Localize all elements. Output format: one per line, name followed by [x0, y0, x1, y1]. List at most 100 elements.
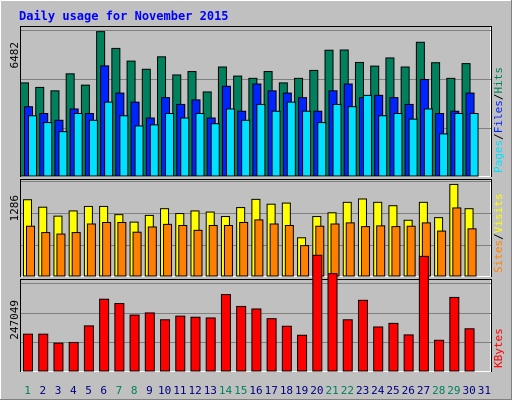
bar-kbytes: [99, 298, 110, 372]
bar-sites: [345, 222, 355, 277]
bar-pages: [423, 108, 433, 177]
bar-kbytes: [434, 339, 445, 372]
day-label: 8: [131, 384, 138, 397]
bar-sites: [452, 207, 462, 277]
bar-sites: [300, 245, 310, 277]
bar-pages: [119, 115, 129, 177]
bar-pages: [88, 119, 98, 177]
day-label: 5: [85, 384, 92, 397]
bar-pages: [454, 113, 464, 177]
bar-kbytes: [281, 325, 292, 372]
legend-pages: Pages: [492, 140, 505, 173]
bar-sites: [239, 222, 249, 277]
bar-kbytes: [388, 322, 399, 372]
bar-sites: [360, 226, 370, 277]
bar-pages: [439, 133, 449, 177]
bar-sites: [163, 223, 173, 277]
day-label: 7: [116, 384, 123, 397]
bar-pages: [43, 122, 53, 177]
bar-pages: [362, 94, 372, 177]
day-label: 26: [402, 384, 415, 397]
bar-pages: [73, 113, 83, 177]
series-sites: [26, 207, 477, 277]
day-label: 22: [341, 384, 354, 397]
bar-pages: [469, 113, 479, 177]
bar-pages: [378, 115, 388, 177]
bar-sites: [102, 222, 112, 277]
y-max-label: 1286: [8, 195, 21, 222]
bar-pages: [271, 110, 281, 177]
bar-sites: [437, 230, 447, 277]
bar-sites: [223, 224, 233, 277]
day-label: 10: [158, 384, 171, 397]
legend-hits: Hits: [492, 67, 505, 94]
legend-separator: /: [492, 94, 505, 101]
day-label: 30: [463, 384, 476, 397]
legend-separator: /: [492, 233, 505, 240]
bar-pages: [225, 108, 235, 177]
day-label: 11: [173, 384, 186, 397]
bar-pages: [347, 106, 357, 177]
panel-kbytes: 247049 KBytes: [8, 254, 505, 372]
bar-sites: [376, 225, 386, 277]
day-label: 29: [447, 384, 460, 397]
bar-kbytes: [114, 303, 125, 372]
bar-kbytes: [357, 299, 368, 372]
y-max-label: 6482: [8, 42, 21, 69]
legend: Pages/Files/Hits: [492, 67, 505, 173]
bar-kbytes: [342, 319, 353, 372]
bar-kbytes: [190, 316, 201, 372]
bar-kbytes: [327, 273, 338, 372]
bar-pages: [149, 124, 159, 177]
bar-kbytes: [68, 341, 79, 372]
bar-pages: [104, 101, 114, 177]
bar-kbytes: [53, 342, 64, 372]
bar-pages: [408, 118, 418, 177]
bar-pages: [58, 131, 68, 177]
series-kbytes: [23, 254, 475, 372]
day-label: 20: [310, 384, 323, 397]
bar-pages: [302, 110, 312, 177]
bar-pages: [134, 125, 144, 177]
bar-pages: [332, 103, 342, 177]
day-label: 31: [478, 384, 491, 397]
bar-sites: [254, 219, 264, 277]
legend-sites: Sites: [492, 240, 505, 273]
chart-title: Daily usage for November 2015: [19, 9, 229, 23]
bar-kbytes: [83, 325, 94, 372]
day-label: 25: [386, 384, 399, 397]
day-label: 6: [100, 384, 107, 397]
bar-kbytes: [144, 312, 155, 372]
legend: Sites/Visits: [492, 194, 505, 274]
bar-sites: [467, 228, 477, 277]
bar-pages: [28, 115, 37, 177]
bar-pages: [256, 103, 266, 177]
day-label: 28: [432, 384, 445, 397]
bar-pages: [165, 113, 175, 177]
day-label: 2: [40, 384, 47, 397]
bar-sites: [26, 225, 35, 277]
bar-sites: [391, 226, 401, 277]
day-label: 9: [146, 384, 153, 397]
bar-sites: [330, 223, 340, 277]
day-labels: 1 2 3 4 5 6 7 8 9 10 11 12 13 14 15 16 17 18 19 20 21 22 23 24 2…: [24, 384, 491, 397]
day-label: 12: [188, 384, 201, 397]
series-pages: [28, 94, 479, 177]
legend: KBytes: [492, 328, 505, 368]
bar-sites: [117, 222, 127, 277]
bar-sites: [86, 223, 96, 277]
bar-sites: [193, 229, 203, 277]
bar-sites: [178, 224, 188, 277]
day-label: 14: [219, 384, 233, 397]
bar-kbytes: [129, 314, 140, 372]
bar-kbytes: [403, 334, 414, 372]
panel-visits-sites: 1286 Sites/Visits: [8, 179, 505, 277]
bar-kbytes: [220, 294, 231, 372]
bar-kbytes: [418, 255, 429, 372]
chart-panels: 6482Pages/Files/Hits1286Sites/Visits2470…: [8, 26, 505, 372]
bar-pages: [195, 113, 205, 177]
bar-pages: [317, 122, 327, 177]
